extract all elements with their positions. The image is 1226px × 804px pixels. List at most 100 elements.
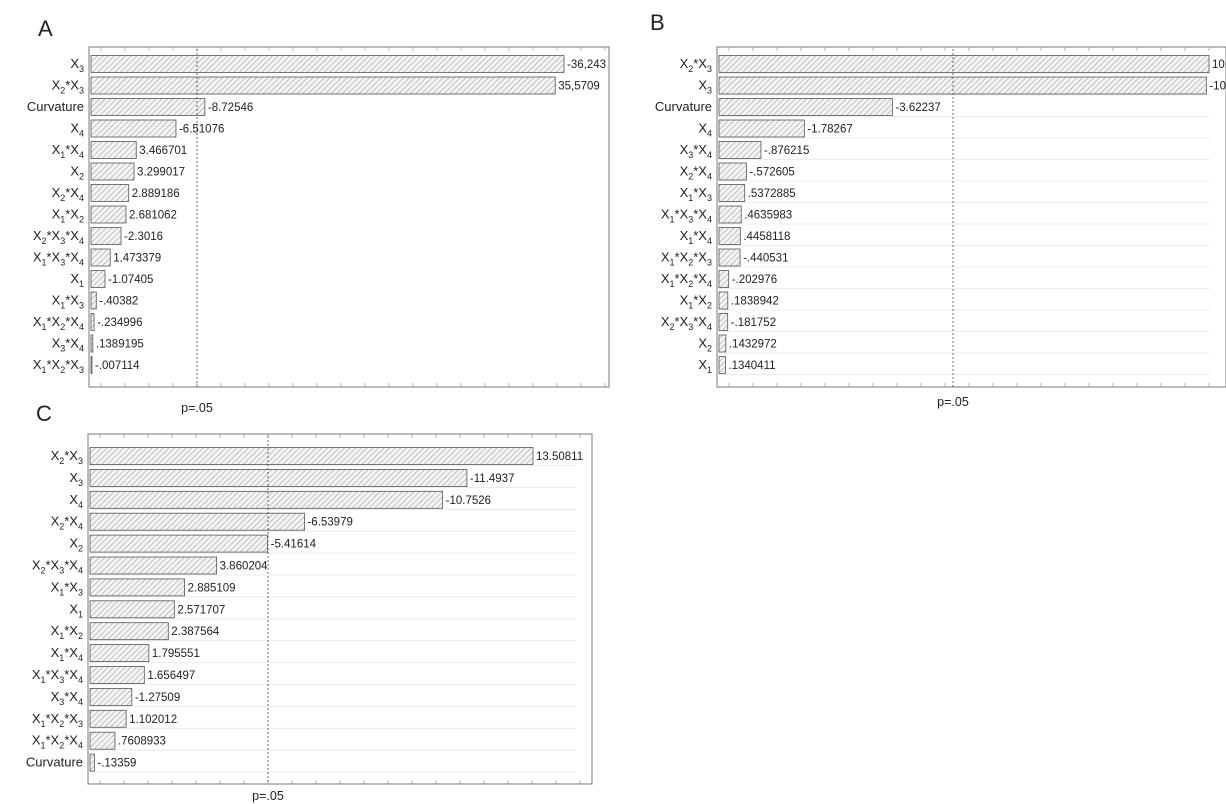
- bar: [89, 447, 534, 465]
- data-label: -10.1791: [1209, 81, 1226, 93]
- data-label: .1340411: [728, 360, 775, 372]
- data-label: -8.72546: [208, 102, 253, 114]
- data-label: -.007114: [95, 360, 140, 372]
- category-label: X1​*X2​*X3​: [33, 357, 84, 375]
- bar: [90, 55, 565, 73]
- category-label: X1​*X2​*X4​: [32, 733, 83, 751]
- category-label: Curvature: [27, 99, 84, 114]
- bar: [89, 731, 116, 750]
- data-label: 1.656497: [147, 670, 195, 682]
- bar: [90, 141, 137, 159]
- category-label: X1​: [69, 601, 83, 619]
- category-label: X1​*X4​: [52, 142, 84, 160]
- bar: [718, 119, 805, 138]
- plot-area: [716, 46, 1226, 388]
- bar: [718, 205, 742, 224]
- bar: [89, 512, 305, 531]
- category-label: Curvature: [26, 755, 83, 770]
- data-label: 2.387564: [171, 626, 220, 638]
- data-label: .4458118: [743, 231, 790, 243]
- bar: [90, 98, 206, 116]
- category-label: X2​: [698, 336, 712, 354]
- data-label: 3.860204: [220, 561, 269, 573]
- category-label: Curvature: [655, 99, 712, 114]
- bar: [90, 162, 135, 181]
- bar: [718, 184, 746, 202]
- data-label: 1.795551: [152, 648, 200, 660]
- bar: [89, 688, 133, 706]
- bar: [718, 356, 726, 374]
- panel-c: C 13.50811 X2​*X3​ -11.4937 X3​ -10.7526 X4​ -6…: [26, 401, 593, 803]
- bar: [89, 644, 150, 662]
- data-label: -.234996: [97, 317, 142, 329]
- data-label: 2.889186: [132, 188, 180, 200]
- bar: [90, 119, 177, 138]
- data-label: -.876215: [764, 145, 809, 157]
- data-label: 1.102012: [129, 714, 177, 726]
- category-label: X1​*X4​: [51, 645, 83, 663]
- category-label: X1​*X2​: [52, 207, 84, 225]
- bar: [718, 248, 741, 267]
- data-label: -.202976: [732, 274, 777, 286]
- data-label: -1.27509: [135, 692, 180, 704]
- bar: [90, 270, 106, 288]
- category-label: X1​*X2​*X4​: [661, 271, 712, 289]
- category-label: X1​*X2​: [51, 623, 83, 641]
- panel-letter: A: [38, 16, 53, 41]
- panel-letter: C: [36, 401, 52, 426]
- data-label: -10.7526: [446, 495, 491, 507]
- data-label: -.440531: [743, 253, 788, 265]
- significance-label: p=.05: [181, 401, 213, 415]
- category-label: X3​: [69, 470, 83, 488]
- data-label: 3.466701: [139, 145, 187, 157]
- category-label: X3​*X4​: [680, 142, 712, 160]
- category-label: X4​: [698, 121, 712, 139]
- bar: [718, 76, 1207, 95]
- category-label: X1​*X2​*X3​: [661, 250, 712, 268]
- data-label: -.13359: [97, 758, 136, 770]
- bar: [89, 666, 145, 684]
- category-label: X2​*X3​: [680, 56, 712, 74]
- category-label: X2​*X4​: [52, 185, 84, 203]
- data-label: 2.681062: [129, 210, 177, 222]
- category-label: X1​*X3​*X4​: [32, 667, 83, 685]
- data-label: 3.299017: [137, 167, 185, 179]
- bar: [89, 468, 468, 487]
- bar: [718, 98, 893, 116]
- data-label: -11.4937: [470, 473, 515, 485]
- category-label: X4​: [70, 121, 84, 139]
- data-label: 13.50811: [536, 451, 583, 463]
- data-label: -1.07405: [108, 274, 153, 286]
- bar: [89, 490, 444, 509]
- category-label: X1​: [698, 357, 712, 375]
- bar: [90, 248, 111, 267]
- bar: [89, 622, 169, 641]
- category-label: X1​*X3​*X4​: [661, 207, 712, 225]
- bar: [89, 578, 186, 597]
- category-label: X2​: [70, 164, 84, 182]
- bar: [718, 334, 727, 353]
- data-label: -2.3016: [124, 231, 163, 243]
- category-label: X2​*X3​: [51, 448, 83, 466]
- category-label: X2​*X3​*X4​: [32, 558, 83, 576]
- data-label: -6.51076: [179, 124, 224, 136]
- bar: [89, 556, 217, 575]
- category-label: X1​*X3​: [52, 293, 84, 311]
- category-label: X1​*X2​: [680, 293, 712, 311]
- data-label: -.572605: [749, 167, 794, 179]
- bar: [89, 753, 95, 772]
- data-label: -.181752: [731, 317, 776, 329]
- data-label: -.40382: [99, 296, 138, 308]
- category-label: X3​: [70, 56, 84, 74]
- bar: [90, 76, 556, 95]
- bar: [89, 534, 269, 553]
- data-label: .4635983: [744, 210, 792, 222]
- panel-letter: B: [650, 10, 665, 35]
- data-label: -6.53979: [307, 517, 352, 529]
- data-label: -5.41614: [271, 539, 317, 551]
- category-label: X1​: [70, 271, 84, 289]
- bar: [718, 141, 762, 159]
- data-label: 35,5709: [558, 81, 600, 93]
- category-label: X3​*X4​: [51, 689, 83, 707]
- category-label: X1​*X3​*X4​: [33, 250, 84, 268]
